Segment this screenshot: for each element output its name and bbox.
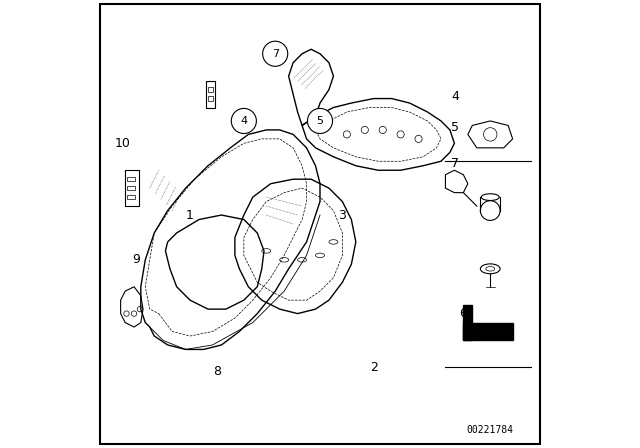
Circle shape	[231, 108, 257, 134]
Text: 7: 7	[271, 49, 279, 59]
Circle shape	[262, 41, 288, 66]
Text: 1: 1	[186, 208, 194, 222]
Text: 00221784: 00221784	[467, 425, 514, 435]
Bar	[127, 177, 136, 181]
Text: 6: 6	[460, 307, 467, 320]
Text: 8: 8	[213, 365, 221, 379]
Text: 2: 2	[370, 361, 378, 374]
Bar	[127, 195, 136, 199]
Circle shape	[307, 108, 333, 134]
Text: 7: 7	[451, 157, 459, 170]
Bar	[127, 186, 136, 190]
Text: 5: 5	[451, 121, 459, 134]
Text: 9: 9	[132, 253, 140, 267]
Text: 3: 3	[339, 208, 346, 222]
Bar	[207, 87, 213, 92]
Text: 5: 5	[317, 116, 323, 126]
Text: 4: 4	[240, 116, 248, 126]
Polygon shape	[463, 305, 472, 340]
Bar	[207, 96, 213, 101]
Text: 4: 4	[451, 90, 459, 103]
Polygon shape	[463, 323, 513, 340]
Text: 10: 10	[115, 137, 131, 150]
